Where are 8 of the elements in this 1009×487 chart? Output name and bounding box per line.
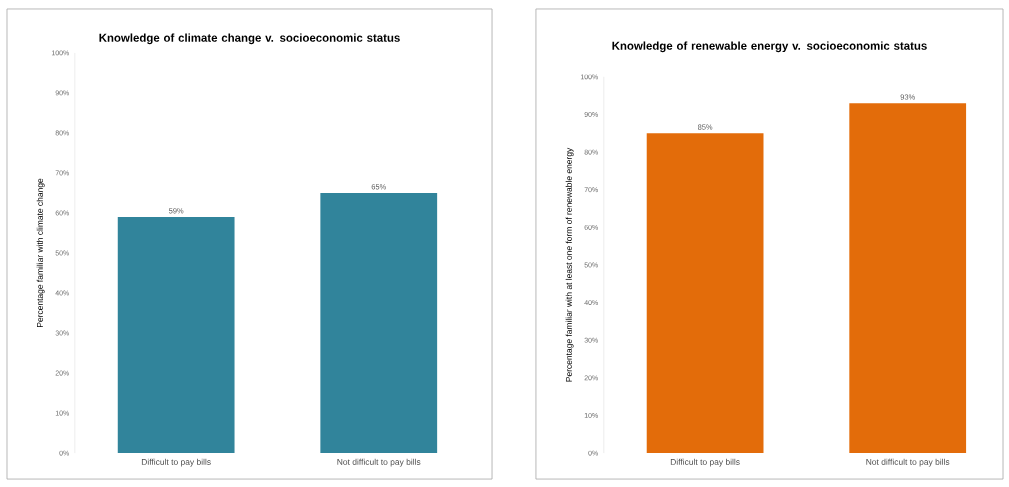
x-tick-label: Difficult to pay bills [670, 458, 740, 467]
x-tick-label: Difficult to pay bills [141, 458, 211, 467]
y-axis-title: Percentage familiar with climate change [36, 178, 45, 327]
chart-title: Knowledge of climate change v. socioeconomic status [99, 33, 400, 45]
x-tick-label: Not difficult to pay bills [866, 458, 950, 467]
chart-title: Knowledge of renewable energy v. socioeconomic status [612, 41, 927, 53]
y-axis-title: Percentage familiar with at least one form of renewable energy [565, 147, 574, 382]
x-tick-label: Not difficult to pay bills [337, 458, 421, 467]
